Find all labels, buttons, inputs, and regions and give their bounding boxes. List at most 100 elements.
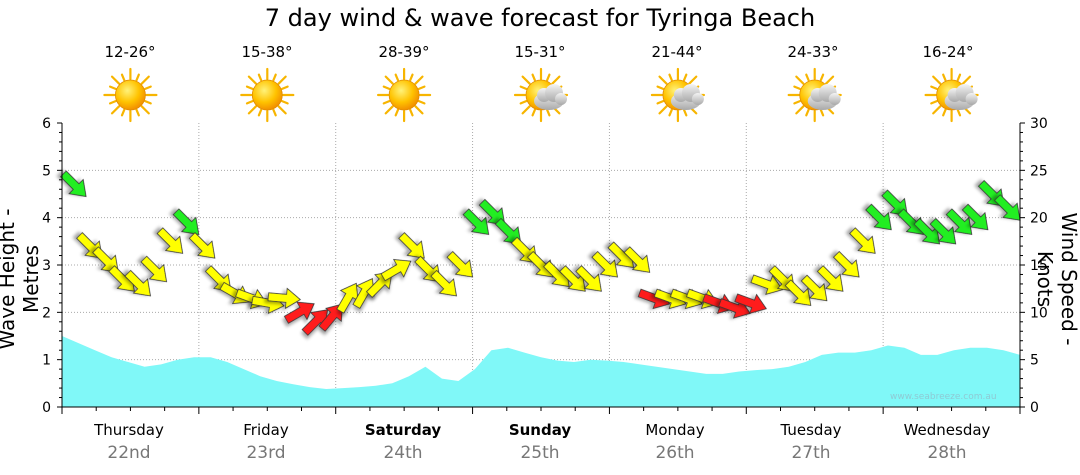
wind-arrow-shape [865, 203, 892, 231]
sun-ray [531, 108, 536, 117]
wind-arrow [318, 303, 344, 332]
right-tick-label: 20 [1030, 211, 1048, 227]
wind-arrow [188, 232, 216, 259]
wind-arrow-shape [800, 274, 828, 302]
wind-arrow-shape [318, 303, 344, 332]
right-tick-label: 30 [1030, 116, 1048, 132]
sun-ray [108, 85, 117, 90]
sun-ray [521, 105, 531, 115]
sun-disc [251, 79, 283, 111]
wind-arrow-shape [575, 265, 602, 292]
sun-ray [531, 73, 536, 82]
sun-ray [942, 73, 947, 82]
wind-arrow-shape [283, 301, 315, 324]
sun-ray [521, 75, 531, 85]
wind-arrow [849, 227, 876, 254]
chart-title: 7 day wind & wave forecast for Tyringa B… [264, 4, 816, 32]
wind-arrow [172, 208, 200, 235]
sun-ray [417, 85, 426, 90]
sun-ray [942, 108, 947, 117]
sun-ray [956, 108, 962, 117]
day-label-monday: Monday [645, 421, 705, 439]
sun-ray [417, 100, 426, 105]
sun-ray [140, 75, 150, 85]
wind-arrow-shape [832, 250, 860, 278]
temp-range-wednesday: 16-24° [922, 43, 974, 61]
sun-ray [819, 108, 825, 117]
sun-ray [932, 75, 942, 85]
wind-arrow-shape [140, 255, 168, 283]
wind-arrow [734, 293, 767, 314]
sun-ray [120, 73, 126, 82]
day-date-monday: 26th [655, 443, 695, 463]
day-date-sunday: 25th [520, 443, 560, 463]
right-tick-label: 5 [1030, 353, 1039, 369]
right-tick-label: 10 [1030, 305, 1048, 321]
temp-range-saturday: 28-39° [378, 43, 430, 61]
wind-arrow [800, 274, 828, 302]
sun-ray [519, 100, 528, 105]
wind-arrow-shape [188, 232, 216, 259]
day-label-thursday: Thursday [94, 421, 164, 439]
sun-ray [144, 85, 152, 90]
sun-disc [114, 79, 146, 111]
wind-arrow-shape [591, 250, 618, 278]
sun-ray [956, 73, 962, 82]
wind-arrow [961, 203, 989, 231]
wind-arrow-shape [816, 265, 844, 292]
wind-arrow [430, 269, 457, 297]
cloud-puff [691, 93, 704, 105]
sun-ray [793, 100, 802, 105]
wind-arrow [750, 274, 784, 295]
wind-arrow-shape [784, 279, 812, 306]
sun-ray [409, 73, 414, 82]
sun-ray [245, 100, 254, 105]
wind-arrow-shape [124, 269, 151, 297]
sun-ray [824, 75, 835, 85]
wind-arrow-shape [446, 250, 474, 278]
sun-icon [377, 67, 432, 123]
sun-ray [546, 108, 551, 117]
right-tick-label: 15 [1030, 258, 1048, 274]
wind-arrow [59, 170, 87, 198]
cloud-puff [828, 93, 841, 105]
sun-ray [961, 75, 972, 85]
temp-range-monday: 21-44° [651, 43, 703, 61]
wind-arrow-shape [267, 287, 301, 310]
left-tick-label: 0 [42, 400, 51, 416]
wind-arrow-shape [961, 203, 989, 231]
wind-arrow [283, 301, 315, 324]
sun-cloud-icon [650, 67, 706, 123]
wind-arrow-shape [750, 274, 784, 295]
sun-ray [805, 108, 810, 117]
sun-ray [135, 73, 140, 82]
day-date-tuesday: 27th [791, 443, 831, 463]
wind-arrow-shape [462, 208, 490, 235]
wind-arrow-shape [849, 227, 876, 254]
cloud-puff [965, 93, 978, 105]
day-date-friday: 23rd [246, 443, 286, 463]
day-label-saturday: Saturday [364, 421, 442, 439]
temp-range-friday: 15-38° [241, 43, 293, 61]
wind-arrow [267, 287, 301, 310]
wave-height-area [62, 336, 1020, 407]
sun-ray [247, 75, 258, 85]
sun-ray [656, 85, 665, 90]
wind-arrow-shape [478, 198, 506, 226]
wind-arrow [591, 250, 618, 278]
sun-ray [793, 85, 802, 90]
wind-arrow [784, 279, 812, 306]
wind-arrow-shape [734, 293, 767, 314]
wind-arrow-shape [623, 246, 651, 273]
left-tick-label: 4 [42, 211, 51, 227]
left-axis-title: Wave Height - Metres [0, 209, 43, 350]
sun-ray [144, 100, 152, 105]
sun-ray [658, 75, 668, 85]
sun-ray [819, 73, 825, 82]
day-date-thursday: 22nd [107, 443, 151, 463]
sun-ray [384, 75, 394, 85]
left-tick-label: 5 [42, 163, 51, 179]
sun-icon [240, 67, 295, 123]
wind-arrow [140, 255, 168, 283]
wind-arrow [575, 265, 602, 292]
